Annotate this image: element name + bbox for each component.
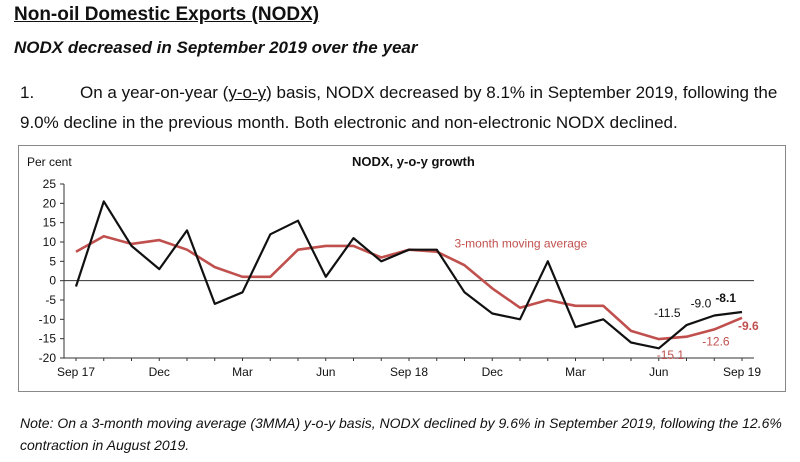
y-tick-label: -20 (39, 351, 57, 365)
x-tick-label: Dec (149, 365, 170, 379)
y-tick-label: 15 (43, 216, 57, 230)
paragraph-underlined: y-o-y (228, 83, 266, 102)
page-subtitle: NODX decreased in September 2019 over th… (14, 38, 417, 58)
y-tick-label: 5 (49, 254, 56, 268)
data-labels: 3-month moving average -11.5 -9.0 -8.1 -15.1… (455, 237, 760, 362)
x-tick-label: Jun (316, 365, 335, 379)
y-tick-label: -5 (45, 293, 56, 307)
x-tick-label: Sep 17 (57, 365, 95, 379)
page-title: Non-oil Domestic Exports (NODX) (14, 4, 319, 26)
x-tick-label: Sep 18 (390, 365, 428, 379)
x-tick-label: Dec (482, 365, 503, 379)
chart-title: NODX, y-o-y growth (352, 154, 475, 169)
y-tick-label: 0 (49, 274, 56, 288)
moving-average-series-label: 3-month moving average (455, 237, 588, 251)
y-tick-label: 25 (43, 177, 57, 191)
x-tick-label: Sep 19 (723, 365, 761, 379)
data-label: -9.0 (691, 296, 712, 310)
yoy-growth-line (76, 201, 742, 348)
chart-container: NODX, y-o-y growth Per cent 25 20 15 10 5 0 -5… (18, 145, 786, 392)
y-tick-label: 10 (43, 235, 57, 249)
moving-average-line (76, 236, 742, 339)
data-label: -8.1 (715, 291, 736, 305)
x-tick-label: Mar (565, 365, 586, 379)
series-lines (76, 201, 742, 348)
y-tick-label: -15 (39, 332, 57, 346)
y-tick-label: 20 (43, 196, 57, 210)
y-tick-label: -10 (39, 312, 57, 326)
data-label: -11.5 (654, 306, 681, 320)
y-axis-label: Per cent (27, 155, 72, 169)
data-label: -15.1 (657, 348, 685, 362)
nodx-chart: NODX, y-o-y growth Per cent 25 20 15 10 5 0 -5… (19, 146, 785, 391)
paragraph-number: 1. (20, 78, 80, 108)
x-tick-label: Mar (232, 365, 253, 379)
paragraph: 1. On a year-on-year (y-o-y) basis, NODX … (20, 78, 790, 138)
data-label: -12.6 (702, 334, 730, 348)
x-tick-label: Jun (649, 365, 668, 379)
paragraph-text-before: On a year-on-year ( (80, 83, 228, 102)
data-label: -9.6 (738, 319, 759, 333)
footnote: Note: On a 3-month moving average (3MMA)… (20, 412, 790, 456)
